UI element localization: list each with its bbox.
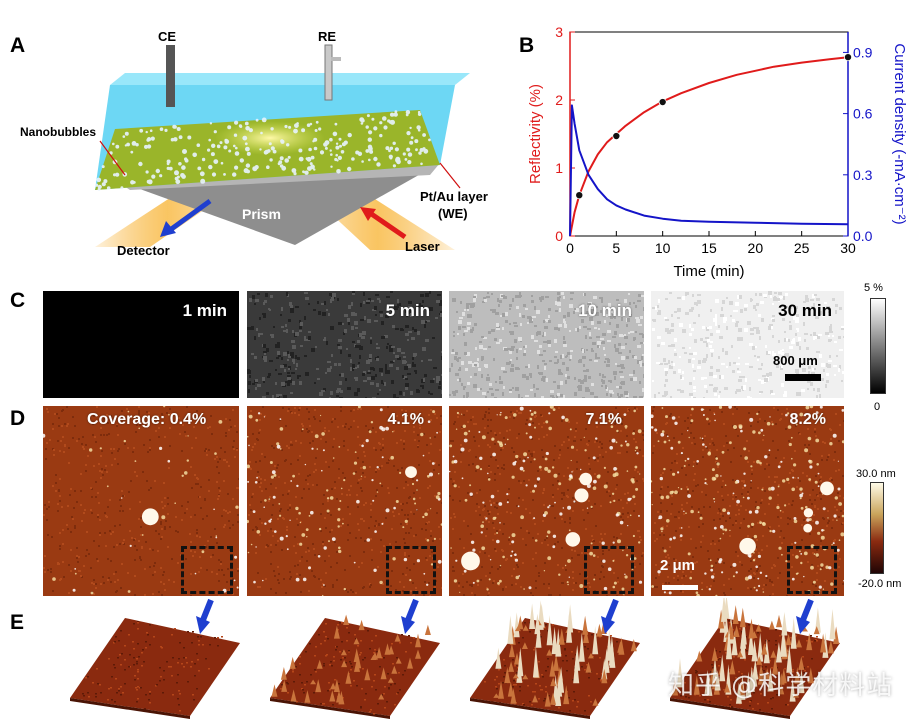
afm-zoom-box-4: [787, 546, 837, 594]
spr-colorbar: [870, 298, 886, 394]
panel-label-b: B: [519, 34, 535, 57]
re-label: RE: [318, 29, 336, 44]
x-tick-label: 0: [566, 240, 574, 256]
afm-colorbar-top: 30.0 nm: [856, 468, 896, 480]
data-marker: [612, 132, 621, 141]
panel-label-e: E: [10, 611, 25, 634]
afm-label-2: 4.1%: [387, 411, 424, 428]
nanobubbles-label: Nanobubbles: [20, 125, 96, 139]
spr-scale-bar: [785, 374, 821, 381]
ptau-label-line2: (WE): [438, 206, 468, 221]
zoom-arrow: [605, 598, 619, 622]
current-density-line: [569, 104, 849, 237]
afm-scale-bar: [662, 585, 698, 590]
spr-label-4: 30 min: [778, 301, 832, 320]
reflectivity-chart: 0 5 10 15 20 25 30 0 1 2 3 0.0 0.3 0.6 0.9 Time (min) Re…: [527, 24, 908, 280]
spr-scale-label: 800 μm: [773, 353, 818, 368]
y-left-tick-label: 0: [555, 228, 563, 244]
x-axis-label: Time (min): [673, 263, 744, 280]
spr-fill-2: [247, 291, 442, 398]
spr-label-3: 10 min: [578, 301, 632, 320]
spr-image-1: 1 min: [43, 291, 239, 398]
reflectivity-line: [569, 56, 849, 237]
spr-colorbar-bottom: 0: [874, 401, 881, 413]
afm-colorbar: [870, 482, 884, 574]
afm-zoom-box-1: [181, 546, 233, 594]
afm-zoom-box-3: [584, 546, 634, 594]
afm-image-4: 8.2%: [651, 406, 844, 596]
afm-label-1: Coverage: 0.4%: [87, 411, 207, 428]
x-tick-label: 25: [794, 240, 810, 256]
afm-label-4: 8.2%: [789, 411, 826, 428]
zoom-arrow: [200, 598, 214, 622]
schematic-figure: CE RE Nanobubbles Pt/Au layer (WE) Prism…: [20, 29, 488, 258]
x-tick-label: 15: [701, 240, 717, 256]
x-tick-label: 30: [840, 240, 856, 256]
x-tick-label: 20: [748, 240, 764, 256]
y-left-tick-label: 2: [555, 92, 563, 108]
watermark-text: 知乎 @科学材料站: [668, 671, 894, 701]
afm-image-1: Coverage: 0.4%: [43, 406, 239, 596]
counter-electrode: [166, 45, 175, 107]
y-left-tick-label: 1: [555, 160, 563, 176]
afm-colorbar-bottom: -20.0 nm: [858, 578, 902, 590]
spr-fill-3: [449, 291, 644, 398]
afm-scale-label: 2 μm: [660, 557, 696, 574]
data-marker: [843, 53, 852, 62]
y-right-tick-label: 0.3: [853, 167, 873, 183]
ptau-label-line1: Pt/Au layer: [420, 189, 488, 204]
spr-label-2: 5 min: [385, 301, 430, 320]
y-right-tick-label: 0.9: [853, 44, 873, 60]
spr-image-4: 30 min 800 μm: [651, 291, 844, 398]
panel-label-c: C: [10, 289, 26, 312]
reference-electrode: [324, 44, 333, 101]
data-marker: [658, 98, 667, 107]
x-tick-label: 10: [655, 240, 671, 256]
y-right-axis-label: Current density (-mA·cm⁻²): [891, 43, 908, 224]
detector-arrow: [168, 198, 212, 233]
afm-3d-row: [70, 598, 840, 719]
panel-label-a: A: [10, 34, 26, 57]
afm-image-3: 7.1%: [449, 406, 644, 596]
spr-image-2: 5 min: [247, 291, 442, 398]
afm-3d-surface: [70, 618, 240, 716]
afm-image-2: 4.1%: [247, 406, 442, 596]
y-left-tick-label: 3: [555, 24, 563, 40]
zoom-arrow: [800, 598, 814, 622]
spr-fill-1: [43, 291, 239, 398]
laser-arrow: [368, 210, 407, 240]
detector-label: Detector: [117, 243, 170, 258]
y-left-axis-label: Reflectivity (%): [527, 84, 544, 184]
spr-image-3: 10 min: [449, 291, 644, 398]
afm-zoom-box-2: [386, 546, 436, 594]
data-marker: [575, 191, 584, 200]
laser-label: Laser: [405, 239, 440, 254]
y-right-tick-label: 0.0: [853, 228, 873, 244]
ce-label: CE: [158, 29, 176, 44]
x-tick-label: 5: [612, 240, 620, 256]
zoom-arrow: [405, 598, 419, 622]
afm-label-3: 7.1%: [585, 411, 622, 428]
prism-label: Prism: [242, 206, 281, 222]
spr-colorbar-top: 5 %: [864, 282, 883, 294]
y-right-tick-label: 0.6: [853, 106, 873, 122]
afm-3d-surface: [270, 618, 440, 716]
spr-label-1: 1 min: [182, 301, 227, 320]
panel-label-d: D: [10, 407, 26, 430]
